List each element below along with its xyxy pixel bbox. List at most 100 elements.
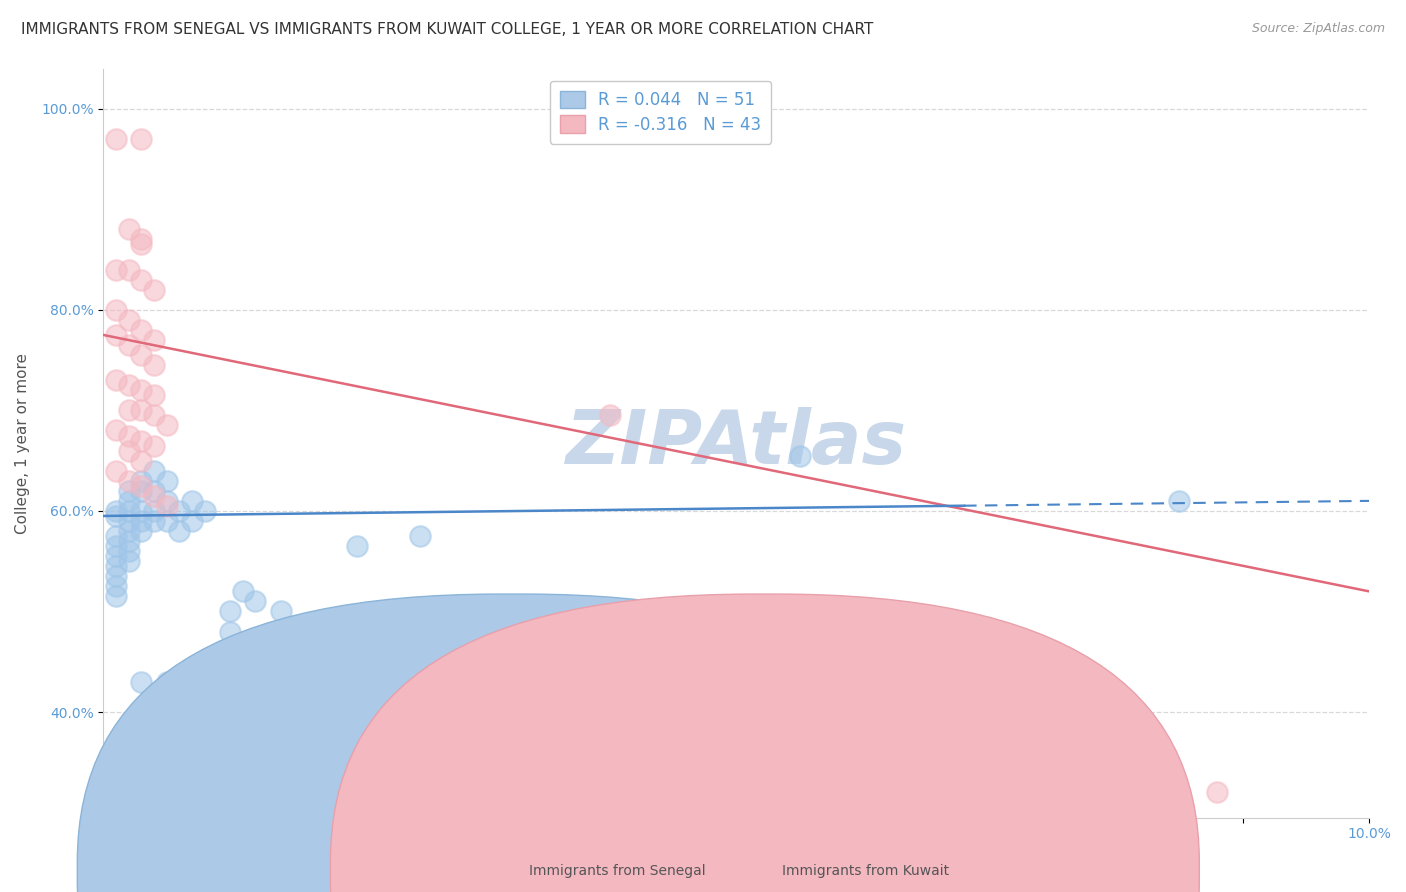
Point [118,534,141,549]
Point [143,333,166,347]
Point [131,237,153,252]
Point [156,499,179,513]
Point [118,544,141,558]
Point [131,132,153,146]
Point [131,273,153,287]
Text: Immigrants from Senegal: Immigrants from Senegal [529,864,706,879]
Point [105,132,128,146]
Point [105,508,128,523]
Point [118,474,141,488]
Point [143,409,166,423]
Point [118,483,141,498]
Point [143,514,166,528]
Point [118,725,141,739]
Point [118,514,141,528]
Text: IMMIGRANTS FROM SENEGAL VS IMMIGRANTS FROM KUWAIT COLLEGE, 1 YEAR OR MORE CORREL: IMMIGRANTS FROM SENEGAL VS IMMIGRANTS FR… [21,22,873,37]
Point [143,504,166,518]
Point [131,403,153,417]
Point [105,539,128,553]
Point [118,378,141,392]
Point [232,584,254,599]
Point [131,479,153,493]
Point [143,489,166,503]
Point [143,695,166,709]
Point [143,358,166,372]
Point [131,483,153,498]
Point [143,283,166,297]
Point [131,348,153,362]
Point [105,262,128,277]
Point [105,529,128,543]
Point [131,504,153,518]
Text: Source: ZipAtlas.com: Source: ZipAtlas.com [1251,22,1385,36]
Point [105,569,128,583]
Point [143,464,166,478]
Point [118,443,141,458]
Point [156,418,179,433]
Point [181,494,204,508]
Point [131,453,153,467]
Point [156,674,179,689]
Point [105,590,128,604]
Point [409,725,432,739]
Point [131,232,153,246]
Point [143,483,166,498]
Point [143,735,166,749]
Point [131,474,153,488]
Point [143,439,166,453]
Point [181,514,204,528]
Text: Immigrants from Kuwait: Immigrants from Kuwait [782,864,949,879]
Point [270,605,292,619]
Point [105,328,128,343]
Point [979,645,1001,659]
Point [915,649,938,664]
Point [131,434,153,448]
Point [105,373,128,387]
Point [447,735,470,749]
Point [105,559,128,574]
Point [131,514,153,528]
Point [789,449,811,463]
Point [131,323,153,337]
Point [131,765,153,780]
Point [599,409,621,423]
Point [105,549,128,564]
Point [105,464,128,478]
Text: ZIPAtlas: ZIPAtlas [565,407,907,480]
Point [105,579,128,593]
Point [131,524,153,538]
Point [219,605,242,619]
Point [156,720,179,734]
Point [143,388,166,402]
Point [156,474,179,488]
Point [118,338,141,352]
Point [169,504,191,518]
Point [118,403,141,417]
Point [118,494,141,508]
Point [131,745,153,759]
Point [118,554,141,568]
Point [409,529,432,543]
Point [346,539,368,553]
Point [105,504,128,518]
Point [194,504,217,518]
Point [118,524,141,538]
Point [105,424,128,438]
Point [118,222,141,236]
Point [131,674,153,689]
Point [131,384,153,398]
Point [169,524,191,538]
Point [118,262,141,277]
Legend: R = 0.044   N = 51, R = -0.316   N = 43: R = 0.044 N = 51, R = -0.316 N = 43 [550,80,770,144]
Point [118,428,141,442]
Y-axis label: College, 1 year or more: College, 1 year or more [15,352,30,533]
Point [156,514,179,528]
Point [1206,785,1229,799]
Point [662,645,685,659]
Point [219,624,242,639]
Point [156,494,179,508]
Point [245,594,267,608]
Point [1168,494,1191,508]
Point [118,504,141,518]
Point [118,313,141,327]
